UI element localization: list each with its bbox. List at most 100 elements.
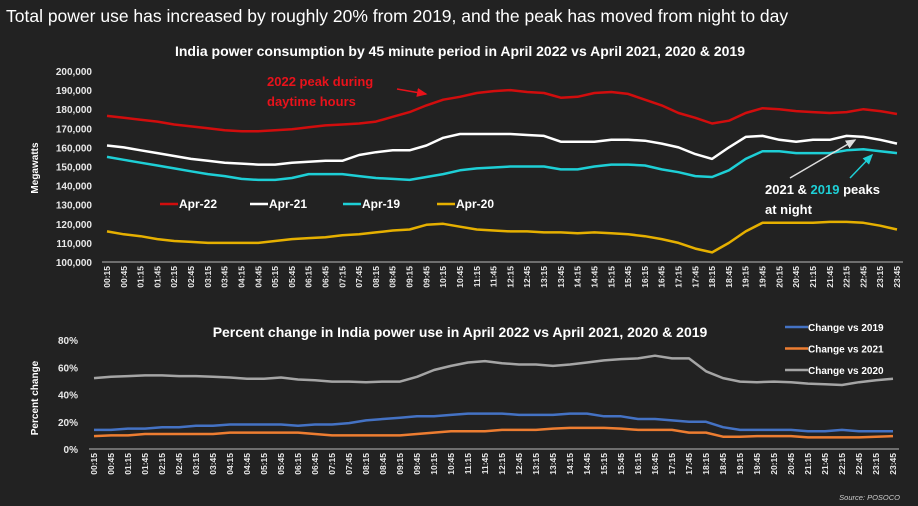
y-tick-label: 150,000 [56,163,93,174]
chart1-ylabel: Megawatts [30,142,41,194]
x-tick-label: 03:15 [191,453,201,475]
x-tick-label: 03:45 [220,266,230,288]
annotation-2022-line1: 2022 peak during [267,74,373,89]
series-line-change-vs-2019 [94,412,893,433]
x-tick-label: 19:45 [752,453,762,475]
x-tick-label: 07:15 [337,266,347,288]
y-tick-label: 120,000 [56,220,93,231]
annotation-night-part3: peaks [839,182,879,197]
legend-label: Apr-22 [179,197,217,211]
x-tick-label: 23:45 [888,453,898,475]
chart1-title: India power consumption by 45 minute per… [175,43,745,59]
x-tick-label: 00:15 [89,453,99,475]
chart2-title: Percent change in India power use in Apr… [213,324,708,340]
legend-label: Apr-20 [456,197,494,211]
x-tick-label: 22:45 [854,453,864,475]
annotation-2021-arrow [789,139,857,179]
x-tick-label: 14:45 [582,453,592,475]
annotation-night-line1: 2021 & 2019 peaks [765,182,880,197]
x-tick-label: 18:15 [707,266,717,288]
series-line-apr-19 [106,148,898,182]
y-tick-label: 180,000 [56,105,93,116]
annotation-night-line2: at night [765,202,813,217]
x-tick-label: 02:15 [169,266,179,288]
x-tick-label: 15:45 [616,453,626,475]
x-tick-label: 08:15 [371,266,381,288]
x-tick-label: 14:15 [573,266,583,288]
x-tick-label: 01:15 [123,453,133,475]
x-tick-label: 04:45 [253,266,263,288]
x-tick-label: 16:45 [657,266,667,288]
y-tick-label: 190,000 [56,86,93,97]
x-tick-label: 07:45 [344,453,354,475]
y-tick-label: 80% [58,336,78,347]
annotation-night-part1: 2021 & [765,182,811,197]
x-tick-label: 14:15 [565,453,575,475]
x-tick-label: 02:45 [186,266,196,288]
x-tick-label: 06:45 [321,266,331,288]
x-tick-label: 13:45 [548,453,558,475]
x-tick-label: 17:45 [684,453,694,475]
x-tick-label: 07:15 [327,453,337,475]
source-note: Source: POSOCO [839,493,900,502]
x-tick-label: 17:15 [667,453,677,475]
x-tick-label: 12:15 [505,266,515,288]
x-tick-label: 05:15 [259,453,269,475]
x-tick-label: 11:45 [480,453,490,475]
series-line-apr-21 [106,132,898,166]
x-tick-label: 12:45 [514,453,524,475]
x-tick-label: 19:15 [735,453,745,475]
x-tick-label: 13:45 [556,266,566,288]
x-tick-label: 18:45 [718,453,728,475]
x-tick-label: 11:15 [472,266,482,288]
legend-label: Apr-21 [269,197,307,211]
x-tick-label: 01:45 [140,453,150,475]
x-tick-label: 10:45 [446,453,456,475]
chart1-legend: Apr-22 Apr-21 Apr-19 Apr-20 [160,197,494,211]
x-tick-label: 22:15 [837,453,847,475]
x-tick-label: 03:45 [208,453,218,475]
x-tick-label: 05:45 [276,453,286,475]
x-tick-label: 22:45 [858,266,868,288]
x-tick-label: 06:15 [304,266,314,288]
x-tick-label: 02:45 [174,453,184,475]
x-tick-label: 21:15 [803,453,813,475]
x-tick-label: 05:15 [270,266,280,288]
annotation-2019-arrow [849,153,874,179]
x-tick-label: 16:45 [650,453,660,475]
series-line-change-vs-2021 [93,426,894,439]
x-tick-label: 12:45 [522,266,532,288]
x-tick-label: 06:15 [293,453,303,475]
x-tick-label: 19:15 [741,266,751,288]
x-tick-label: 20:15 [774,266,784,288]
x-tick-label: 00:15 [102,266,112,288]
x-tick-label: 18:15 [701,453,711,475]
x-tick-label: 13:15 [531,453,541,475]
y-tick-label: 160,000 [56,143,93,154]
x-tick-label: 09:15 [395,453,405,475]
x-tick-label: 06:45 [310,453,320,475]
x-tick-label: 15:15 [606,266,616,288]
y-tick-label: 140,000 [56,182,93,193]
x-tick-label: 11:45 [489,266,499,288]
x-tick-label: 03:15 [203,266,213,288]
y-tick-label: 130,000 [56,201,93,212]
x-tick-label: 10:15 [429,453,439,475]
y-tick-label: 100,000 [56,258,93,269]
y-tick-label: 200,000 [56,67,93,78]
x-tick-label: 14:45 [589,266,599,288]
x-tick-label: 08:45 [388,266,398,288]
x-tick-label: 23:45 [892,266,902,288]
legend-label: Apr-19 [362,197,400,211]
y-tick-label: 0% [64,445,79,456]
x-tick-label: 21:45 [820,453,830,475]
legend-label: Change vs 2020 [808,366,884,377]
x-tick-label: 19:45 [758,266,768,288]
legend-label: Change vs 2021 [808,345,884,356]
x-tick-label: 09:45 [412,453,422,475]
x-tick-label: 17:45 [690,266,700,288]
series-line-apr-20 [106,220,898,254]
chart2-ylabel: Percent change [30,360,41,435]
chart2-legend: Change vs 2019 Change vs 2021 Change vs 20… [785,323,884,377]
x-tick-label: 01:45 [152,266,162,288]
